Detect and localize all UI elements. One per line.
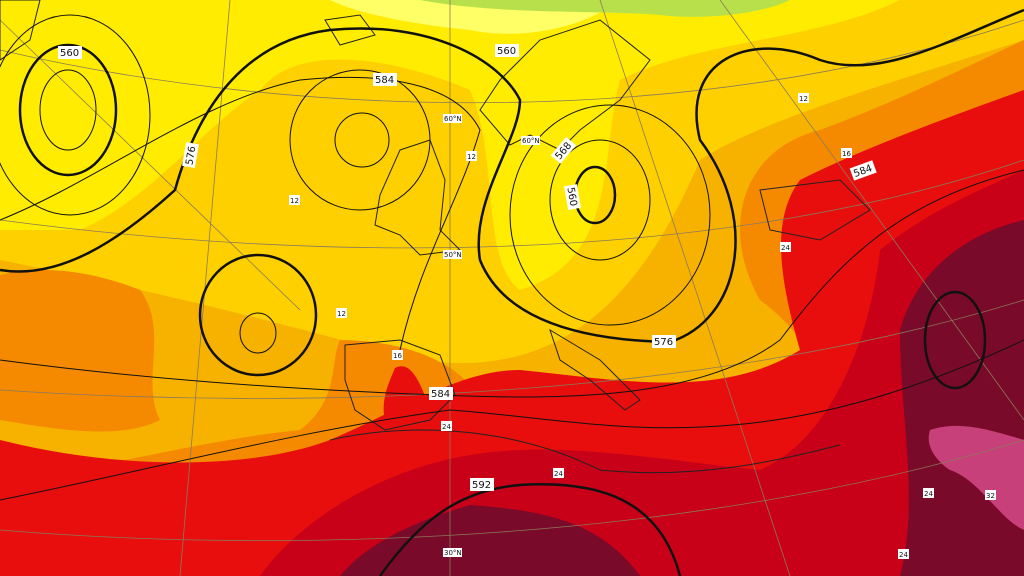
svg-text:32: 32 <box>986 492 995 500</box>
svg-text:560: 560 <box>60 48 79 59</box>
svg-text:12: 12 <box>799 95 808 103</box>
temp-label: 24 <box>780 242 791 252</box>
coast-iceland <box>324 14 376 46</box>
contour-low-europe-outer <box>509 104 711 326</box>
fill-red <box>0 90 1024 576</box>
contour-low-azores-inner <box>239 312 277 354</box>
labels: 560 576 584 560 568 560 584 584 576 592 … <box>58 44 996 559</box>
temp-label: 24 <box>923 488 934 498</box>
contour-576 <box>0 27 671 344</box>
label-592: 592 <box>470 478 494 491</box>
coastlines <box>0 0 871 474</box>
label-576-balkans: 576 <box>652 335 676 348</box>
label-584-iberia: 584 <box>429 387 453 400</box>
temp-label: 32 <box>985 490 996 500</box>
parallel-30n <box>0 439 1024 542</box>
svg-text:560: 560 <box>564 186 578 207</box>
coast-greenland <box>0 0 41 61</box>
svg-text:584: 584 <box>431 389 450 400</box>
contour-low-outer-west <box>0 14 151 216</box>
fill-orange-west <box>0 270 160 432</box>
svg-text:50°N: 50°N <box>444 251 462 259</box>
temp-label: 12 <box>466 151 477 161</box>
contour-low-inner-west <box>39 69 97 151</box>
svg-text:60°N: 60°N <box>444 115 462 123</box>
coast-north-africa <box>329 429 841 474</box>
svg-text:24: 24 <box>924 490 933 498</box>
coast-british-isles <box>374 139 462 256</box>
contour-low-iceland-south <box>289 69 431 211</box>
contour-576-east <box>669 8 1024 344</box>
contour-low-azores <box>198 253 318 377</box>
svg-text:24: 24 <box>554 470 563 478</box>
latitude-label: 30°N <box>443 548 462 557</box>
contour-592 <box>378 483 682 576</box>
parallel-60n <box>0 19 1024 104</box>
svg-text:24: 24 <box>899 551 908 559</box>
meridian-3 <box>599 0 791 576</box>
temp-label: 24 <box>441 421 452 431</box>
contour-588 <box>0 339 1024 501</box>
height-contours <box>0 8 1024 576</box>
svg-text:12: 12 <box>337 310 346 318</box>
contour-584-north <box>0 77 481 351</box>
parallel-40n <box>0 299 1024 399</box>
svg-text:60°N: 60°N <box>522 137 540 145</box>
temp-label: 12 <box>289 195 300 205</box>
meridian-4 <box>719 0 1024 421</box>
label-584-north: 584 <box>373 73 397 86</box>
temp-label: 12 <box>798 93 809 103</box>
svg-text:12: 12 <box>467 153 476 161</box>
svg-text:584: 584 <box>375 75 394 86</box>
contour-584-south <box>0 169 1024 398</box>
fill-yellow-north <box>0 0 900 290</box>
contour-low-568-europe <box>549 139 651 261</box>
svg-text:560: 560 <box>497 46 516 57</box>
svg-text:12: 12 <box>290 197 299 205</box>
latitude-label: 50°N <box>443 250 462 259</box>
svg-text:16: 16 <box>842 150 851 158</box>
label-576-west: 576 <box>182 142 199 169</box>
label-560-north: 560 <box>495 44 519 57</box>
temp-label: 16 <box>841 148 852 158</box>
meridian-5 <box>0 19 301 311</box>
fill-green <box>420 0 790 17</box>
svg-text:576: 576 <box>184 145 198 166</box>
coast-black-sea <box>759 179 871 241</box>
parallel-50n <box>0 159 1024 249</box>
temp-label: 12 <box>336 308 347 318</box>
label-560-west: 560 <box>58 46 82 59</box>
label-560-europe: 560 <box>564 184 581 211</box>
contour-low-560-west <box>18 43 118 177</box>
contour-low-iceland-inner <box>334 112 390 168</box>
fill-pink <box>928 425 1024 530</box>
svg-text:576: 576 <box>654 337 673 348</box>
temp-label: 24 <box>898 549 909 559</box>
latitude-label: 60°N <box>521 136 540 145</box>
fill-dark-red <box>260 170 1024 576</box>
svg-text:16: 16 <box>393 352 402 360</box>
temp-label: 16 <box>392 350 403 360</box>
temp-label: 24 <box>553 468 564 478</box>
coast-italy <box>549 328 641 411</box>
coast-iberia <box>344 339 456 431</box>
svg-text:24: 24 <box>781 244 790 252</box>
svg-text:24: 24 <box>442 423 451 431</box>
latitude-label: 60°N <box>443 114 462 123</box>
contour-high-east <box>923 290 987 390</box>
svg-text:30°N: 30°N <box>444 549 462 557</box>
svg-text:592: 592 <box>472 480 491 491</box>
